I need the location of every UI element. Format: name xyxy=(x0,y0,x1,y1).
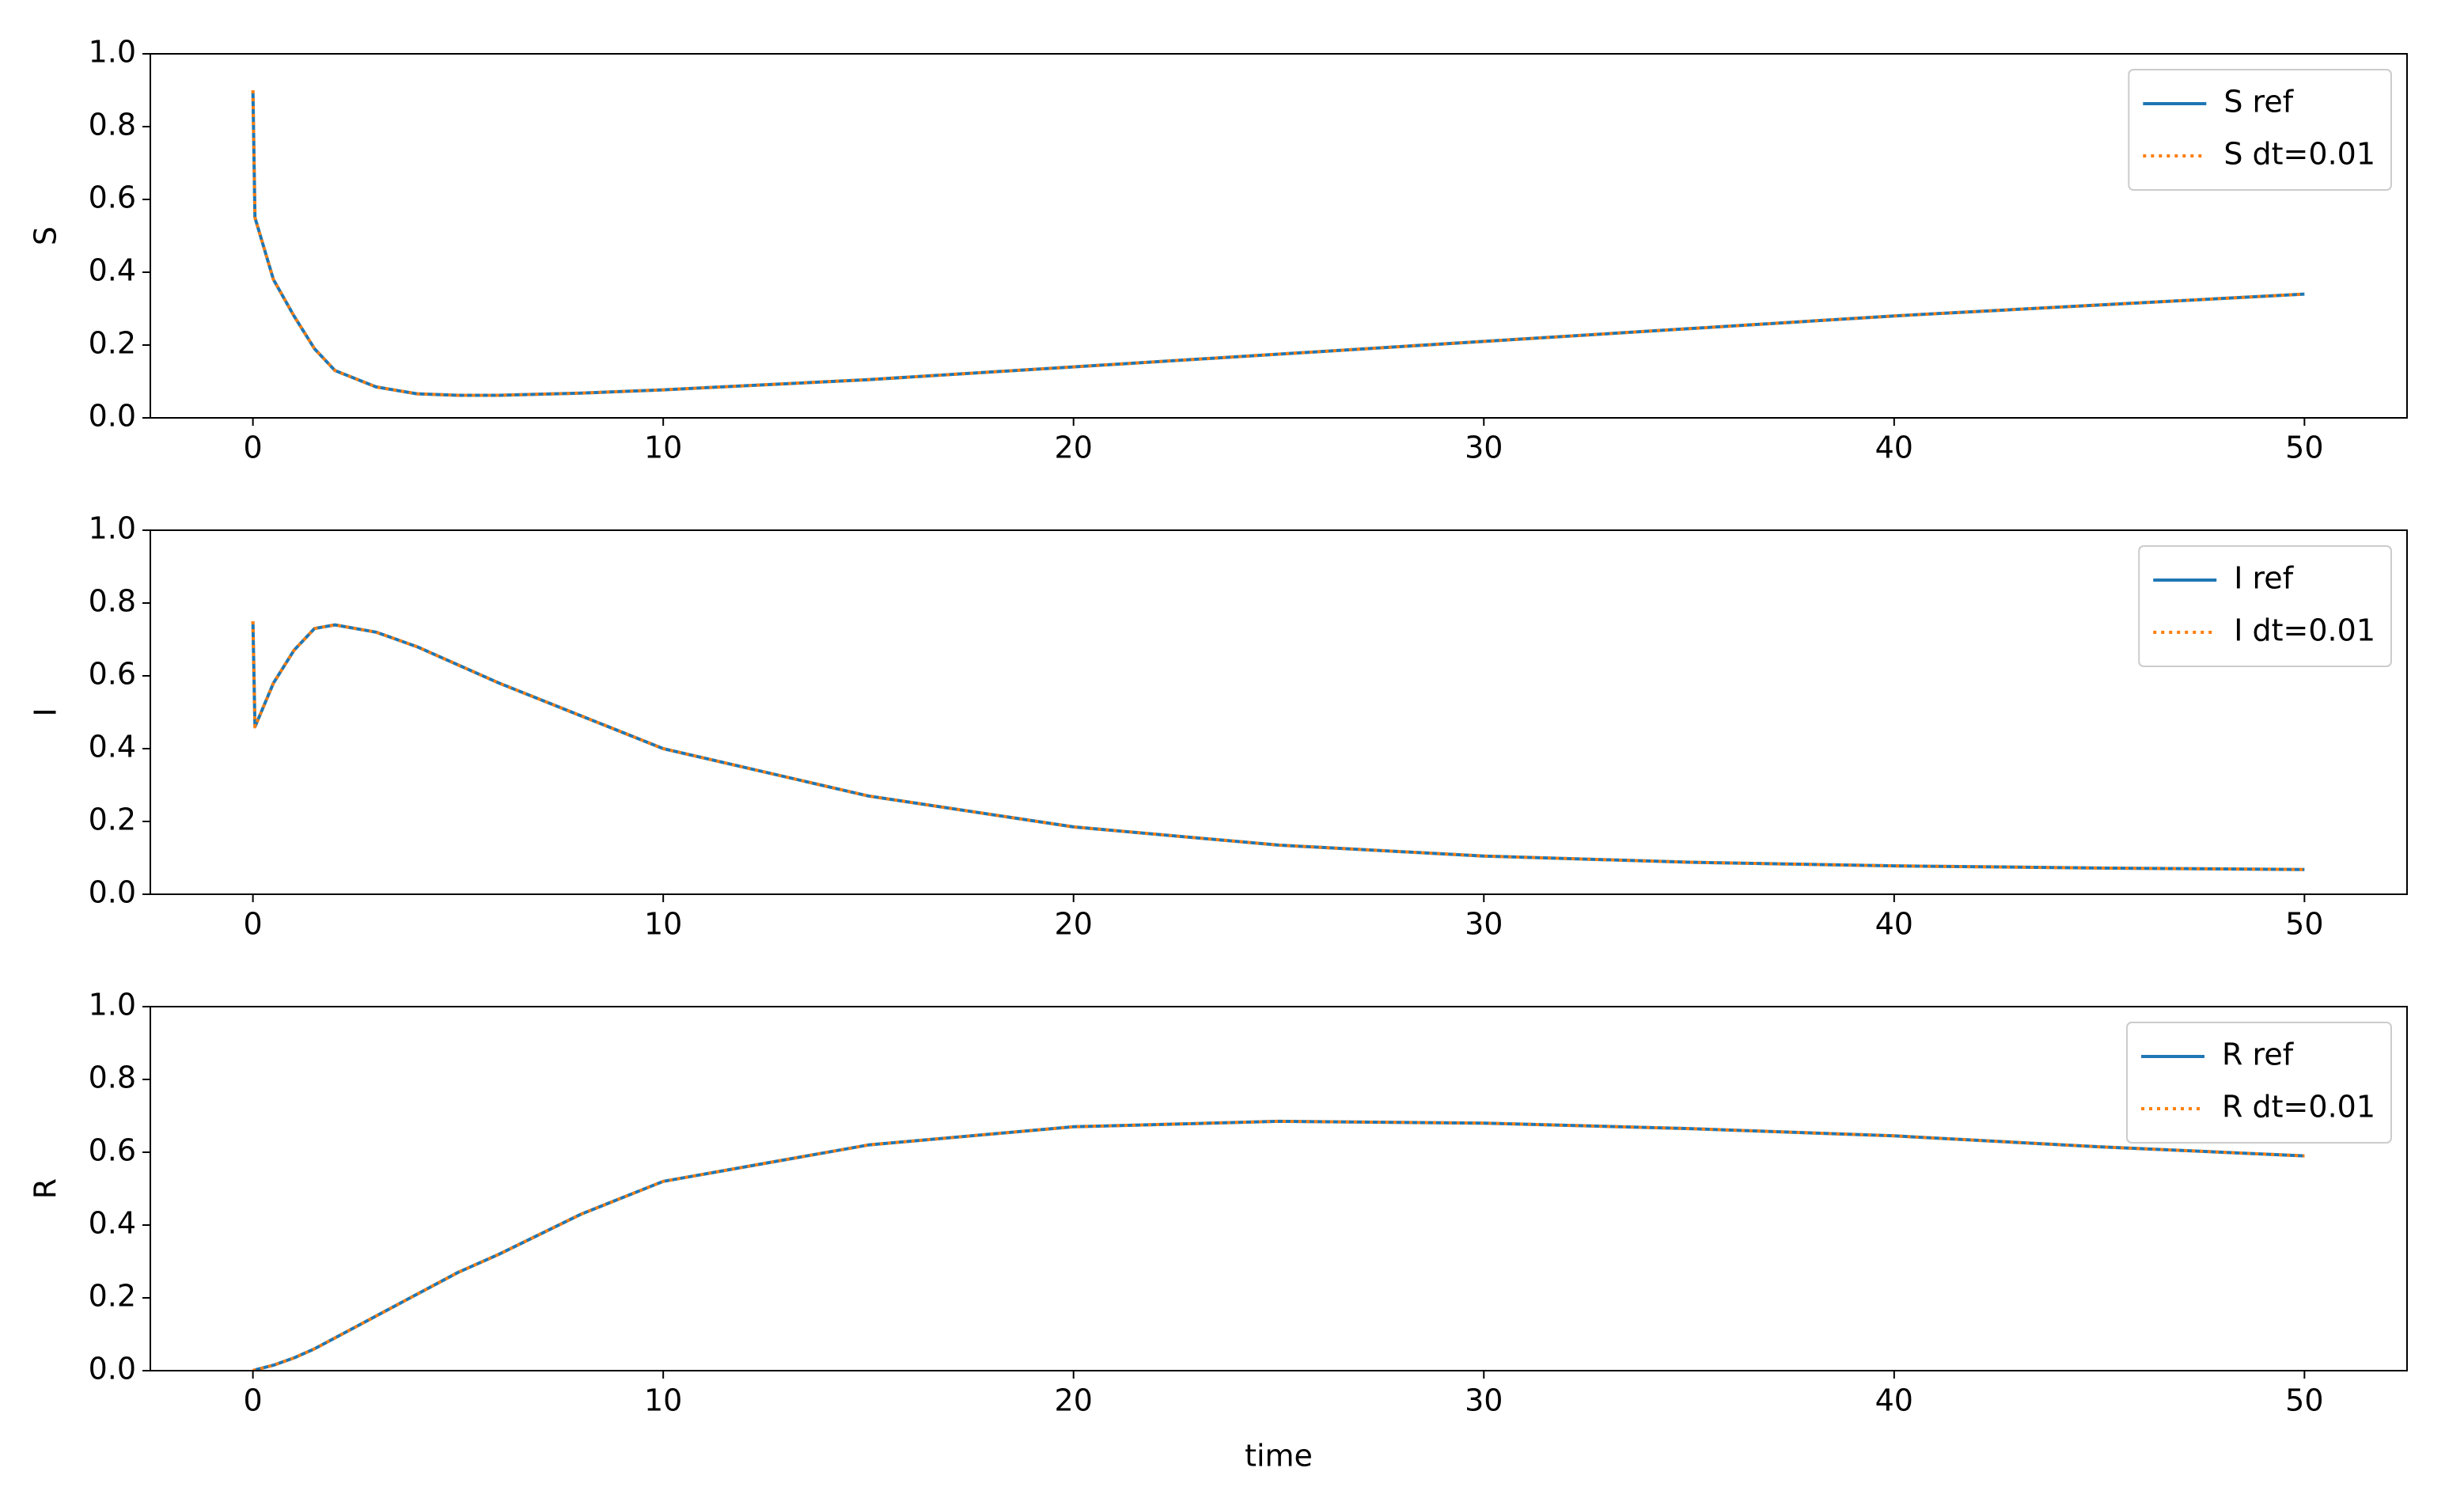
x-tick-label: 40 xyxy=(1875,907,1913,942)
y-axis-label: I xyxy=(28,707,63,716)
x-tick-label: 10 xyxy=(644,907,682,942)
axes-frame xyxy=(150,529,2408,895)
y-axis-label: R xyxy=(28,1178,63,1199)
legend: I ref I dt=0.01 xyxy=(2138,545,2392,667)
legend-box xyxy=(2138,545,2392,667)
series-line xyxy=(251,89,2305,397)
axes-frame xyxy=(150,1006,2408,1371)
legend-label: R dt=0.01 xyxy=(2222,1090,2375,1125)
series-line xyxy=(251,620,2305,871)
y-tick-label: 0.2 xyxy=(89,326,136,361)
legend-label: R ref xyxy=(2222,1037,2295,1072)
y-tick-label: 0.8 xyxy=(89,108,136,142)
y-tick-label: 0.0 xyxy=(89,875,136,910)
x-tick-label: 30 xyxy=(1465,431,1503,465)
x-tick-label: 0 xyxy=(244,431,263,465)
x-tick-label: 20 xyxy=(1055,431,1093,465)
y-tick-label: 0.0 xyxy=(89,399,136,434)
subplot: 0.0 0.2 0.4 0.6 0.8 1.0 0 10 20 30 40 50 S S ref S dt=… xyxy=(28,35,2408,465)
x-tick-label: 40 xyxy=(1875,1383,1913,1418)
x-tick-label: 50 xyxy=(2285,907,2323,942)
legend-box xyxy=(2128,69,2392,191)
x-tick-label: 30 xyxy=(1465,1383,1503,1418)
legend-label: I dt=0.01 xyxy=(2234,613,2375,648)
x-tick-label: 10 xyxy=(644,1383,682,1418)
legend-label: S dt=0.01 xyxy=(2223,137,2375,172)
series-line xyxy=(251,620,2305,871)
y-tick-label: 0.8 xyxy=(89,584,136,619)
series-line xyxy=(251,89,2305,397)
y-tick-label: 0.2 xyxy=(89,802,136,837)
subplot: 0.0 0.2 0.4 0.6 0.8 1.0 0 10 20 30 40 50 I I ref I dt=… xyxy=(28,511,2408,942)
axes-frame xyxy=(150,53,2408,419)
y-tick-label: 0.6 xyxy=(89,657,136,692)
series-line xyxy=(252,1119,2305,1371)
x-tick-label: 30 xyxy=(1465,907,1503,942)
y-tick-label: 0.0 xyxy=(89,1352,136,1386)
y-tick-label: 0.6 xyxy=(89,1133,136,1168)
series-line xyxy=(252,1119,2305,1371)
y-tick-label: 1.0 xyxy=(89,988,136,1022)
x-tick-label: 50 xyxy=(2285,1383,2323,1418)
x-tick-label: 10 xyxy=(644,431,682,465)
y-tick-label: 0.2 xyxy=(89,1279,136,1314)
y-tick-label: 1.0 xyxy=(89,35,136,70)
legend: S ref S dt=0.01 xyxy=(2128,69,2392,191)
x-axis-label: time xyxy=(1245,1439,1313,1474)
y-tick-label: 0.8 xyxy=(89,1060,136,1095)
legend-label: S ref xyxy=(2223,85,2294,119)
y-tick-label: 0.4 xyxy=(89,1206,136,1241)
x-tick-label: 50 xyxy=(2285,431,2323,465)
legend-label: I ref xyxy=(2234,561,2294,596)
legend-box xyxy=(2126,1022,2392,1144)
legend: R ref R dt=0.01 xyxy=(2126,1022,2392,1144)
y-tick-label: 1.0 xyxy=(89,511,136,546)
x-tick-label: 0 xyxy=(244,1383,263,1418)
y-axis-label: S xyxy=(28,226,63,245)
x-tick-label: 20 xyxy=(1055,907,1093,942)
x-tick-label: 20 xyxy=(1055,1383,1093,1418)
y-tick-label: 0.4 xyxy=(89,253,136,288)
x-tick-label: 40 xyxy=(1875,431,1913,465)
y-tick-label: 0.4 xyxy=(89,730,136,764)
x-tick-label: 0 xyxy=(244,907,263,942)
y-tick-label: 0.6 xyxy=(89,180,136,215)
